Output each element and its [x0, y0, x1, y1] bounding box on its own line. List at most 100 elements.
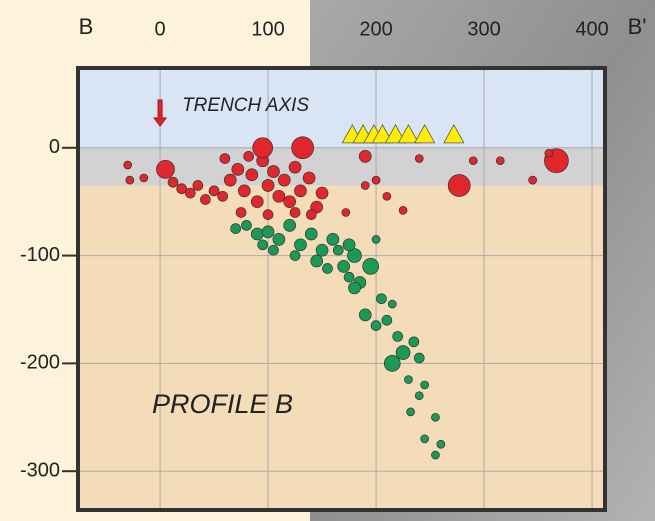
- earthquake: [414, 154, 424, 163]
- earthquake: [252, 137, 274, 159]
- earthquake: [337, 260, 351, 273]
- earthquake: [176, 183, 188, 195]
- earthquake: [398, 205, 408, 215]
- earthquake: [387, 299, 397, 309]
- trench-arrow: [153, 99, 168, 127]
- depth-region: [78, 68, 605, 148]
- earthquake: [272, 233, 286, 246]
- volcano: [443, 124, 465, 144]
- earthquake: [139, 173, 149, 183]
- earthquake: [395, 345, 411, 360]
- earthquake: [371, 235, 381, 244]
- earthquake: [241, 220, 252, 231]
- x-tick-label: 300: [467, 18, 500, 40]
- earthquake: [237, 184, 251, 198]
- y-tick-label: 0: [49, 136, 60, 158]
- plot-frame: [76, 66, 607, 512]
- earthquake: [381, 314, 393, 326]
- earthquake: [230, 223, 242, 234]
- earthquake: [245, 168, 259, 182]
- earthquake: [370, 320, 382, 332]
- earthquake: [200, 194, 211, 205]
- annotation: PROFILE B: [152, 389, 293, 419]
- earthquake: [184, 187, 196, 199]
- earthquake: [322, 263, 333, 274]
- earthquake: [431, 450, 440, 460]
- earthquake: [261, 225, 275, 239]
- y-tick-label: -200: [20, 352, 60, 374]
- earthquake: [414, 391, 424, 401]
- earthquake: [289, 250, 301, 261]
- earthquake: [294, 238, 307, 252]
- earthquake: [348, 281, 361, 295]
- earthquake: [383, 355, 401, 372]
- earthquake: [283, 195, 297, 209]
- earthquake: [208, 185, 220, 197]
- earthquake: [156, 159, 175, 179]
- earthquake: [283, 219, 297, 232]
- earthquake: [125, 175, 135, 185]
- earthquake: [261, 179, 275, 192]
- earthquake: [219, 153, 231, 164]
- earthquake: [223, 173, 237, 187]
- earthquake: [257, 239, 269, 251]
- earthquake: [288, 160, 302, 174]
- earthquake: [167, 176, 179, 188]
- earthquake: [341, 208, 351, 217]
- earthquake: [408, 336, 420, 348]
- earthquake: [291, 136, 314, 160]
- earthquake: [231, 162, 245, 176]
- x-tick-label: 400: [575, 18, 608, 40]
- earthquake: [362, 258, 380, 275]
- x-tick-label: 200: [359, 18, 392, 40]
- y-tick-label: -300: [20, 459, 60, 481]
- earthquake: [420, 434, 430, 444]
- earthquake: [447, 174, 471, 197]
- earthquake: [404, 375, 413, 384]
- x-tick-label: 100: [251, 18, 284, 40]
- earthquake: [315, 186, 329, 200]
- profile-start: B: [79, 14, 94, 39]
- volcano: [397, 124, 420, 144]
- volcano: [384, 124, 407, 144]
- annotation: TRENCH AXIS: [182, 95, 309, 116]
- earthquake: [250, 195, 264, 209]
- earthquake: [358, 150, 372, 163]
- earthquake: [413, 352, 425, 364]
- earthquake: [310, 254, 324, 268]
- earthquake: [376, 293, 387, 305]
- earthquake: [272, 189, 286, 203]
- earthquake: [235, 207, 247, 218]
- volcano: [413, 124, 436, 144]
- earthquake: [392, 331, 404, 342]
- earthquake: [268, 244, 279, 256]
- earthquake: [302, 171, 316, 185]
- y-tick-label: -100: [20, 244, 60, 266]
- earthquake: [123, 160, 133, 170]
- profile-end: B': [628, 14, 647, 39]
- earthquake: [528, 175, 537, 185]
- earthquake: [217, 190, 229, 202]
- earthquake: [243, 151, 254, 162]
- earthquake: [347, 248, 362, 263]
- earthquake: [289, 207, 301, 218]
- earthquake: [342, 238, 356, 252]
- earthquake: [371, 175, 381, 185]
- earthquake: [192, 180, 204, 191]
- depth-region: [78, 185, 605, 510]
- earthquake: [544, 148, 554, 158]
- earthquake: [305, 209, 317, 220]
- earthquake: [343, 271, 355, 283]
- earthquake: [277, 173, 291, 187]
- x-tick-label: 0: [155, 18, 166, 40]
- earthquake: [332, 244, 344, 256]
- earthquake: [431, 412, 440, 422]
- earthquake: [360, 181, 370, 190]
- earthquake: [267, 165, 280, 178]
- earthquake: [250, 227, 264, 241]
- earthquake: [495, 156, 505, 166]
- earthquake: [406, 407, 415, 417]
- earthquake: [326, 233, 340, 246]
- earthquake: [358, 308, 372, 322]
